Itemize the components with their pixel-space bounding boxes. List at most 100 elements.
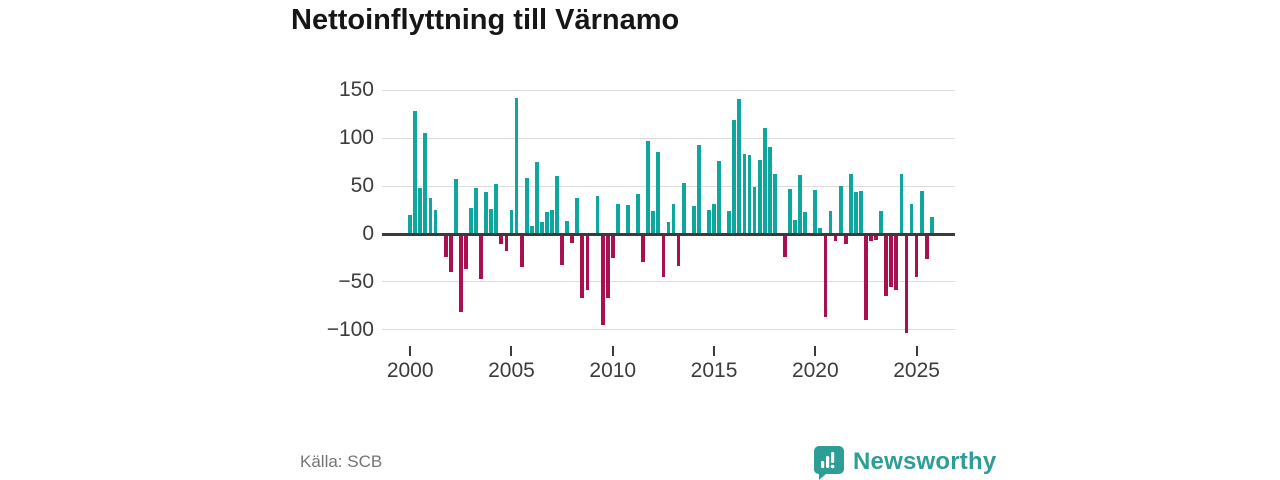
y-axis-label: −50 [338,269,374,293]
data-bar [823,236,828,317]
newsworthy-logo-icon [813,445,845,480]
data-bar [696,144,701,234]
x-axis-tick [814,346,817,356]
x-axis-label: 2010 [589,359,637,382]
data-bar [798,174,803,234]
x-axis-label: 2015 [690,359,738,382]
data-bar [469,208,473,234]
data-bar [752,187,757,234]
data-bar [884,236,889,297]
data-bar [453,179,458,234]
data-bar [899,173,904,234]
gridline [382,185,955,187]
data-bar [671,204,676,234]
y-axis-label: 50 [350,174,374,198]
data-bar [565,220,570,234]
data-bar [560,236,565,265]
y-axis-label: 150 [338,78,374,102]
data-bar [539,221,544,234]
data-bar [464,236,468,269]
data-bar [757,160,762,234]
data-bar [504,236,509,252]
data-bar [575,197,580,234]
data-bar [717,161,721,234]
data-bar [783,236,787,258]
data-bar [767,146,772,234]
data-bar [681,183,686,234]
data-bar [443,236,448,258]
data-bar [550,210,554,234]
data-bar [848,173,853,234]
data-bar [651,210,656,234]
data-bar [879,210,884,234]
y-axis-label: 100 [338,126,374,150]
data-bar [914,236,919,278]
data-bar [742,154,747,234]
data-bar [423,133,428,234]
zero-axis-line [382,233,955,236]
data-bar [555,175,559,234]
y-axis-label: 0 [362,222,374,245]
data-bar [853,191,858,234]
data-bar [864,236,868,321]
data-bar [858,190,863,234]
data-bar [661,236,666,278]
data-bar [580,236,585,299]
y-axis-label: −100 [326,317,374,341]
data-bar [894,236,899,290]
data-bar [803,211,808,234]
data-bar [666,222,671,234]
x-axis-tick [713,346,716,356]
data-bar [570,236,575,243]
data-bar [737,98,742,234]
data-bar [519,236,524,267]
x-axis-tick [510,346,513,356]
data-bar [732,119,737,234]
data-bar [904,236,909,333]
data-bar [833,236,838,241]
data-bar [919,190,924,234]
data-bar [747,155,752,234]
data-bar [408,214,413,234]
data-bar [428,197,433,234]
x-axis-label: 2025 [893,359,940,382]
data-bar [524,178,529,234]
data-bar [489,209,494,234]
data-bar [818,228,823,234]
data-bar [529,226,534,234]
x-axis-tick [611,346,614,356]
data-bar [610,236,615,259]
x-axis-label: 2020 [791,359,839,382]
data-bar [828,210,833,234]
data-bar [418,187,423,234]
data-bar [772,173,777,234]
x-axis-tick [409,346,412,356]
data-bar [615,204,620,234]
data-bar [585,236,590,290]
data-bar [838,186,843,234]
data-bar [793,219,797,234]
data-bar [762,127,767,234]
data-bar [600,236,605,326]
data-bar [843,236,848,244]
gridline [382,281,955,283]
brand-lockup: Newsworthy [813,444,996,480]
data-bar [413,111,418,234]
data-bar [929,216,934,234]
x-axis-label: 2005 [488,359,535,382]
data-bar [869,236,873,241]
data-bar [479,236,483,280]
data-bar [691,206,696,234]
data-bar [646,141,651,234]
data-bar [494,184,499,234]
data-bar [707,210,711,234]
data-bar [499,236,504,244]
data-bar [788,188,792,234]
data-bar [474,187,478,234]
data-bar [712,204,716,234]
data-bar [889,236,894,287]
data-bar [727,210,732,234]
data-bar [924,236,929,259]
data-bar [448,236,453,273]
